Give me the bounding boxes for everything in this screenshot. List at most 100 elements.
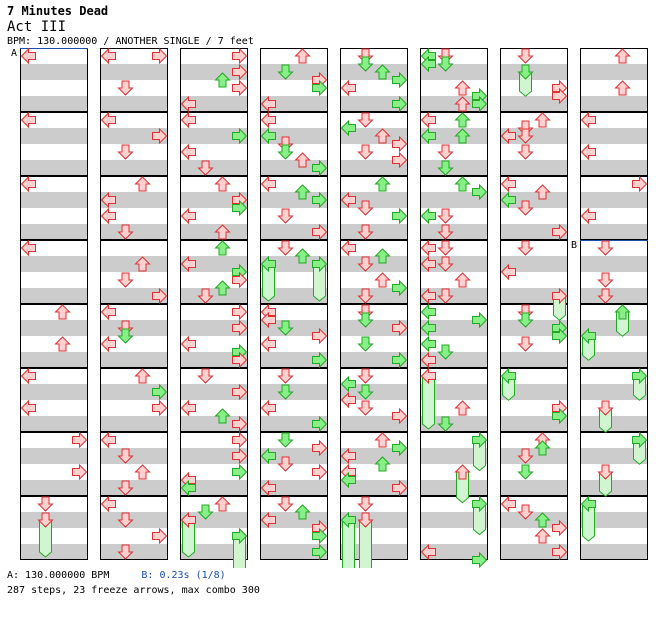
step-arrow-up (134, 256, 151, 272)
step-arrow-up (534, 184, 551, 200)
beat-band (580, 400, 648, 416)
measure-frame (20, 432, 88, 496)
beat-band (500, 464, 568, 480)
measure-frame (100, 496, 168, 560)
step-arrow-down (597, 272, 614, 288)
beat-band (260, 384, 328, 400)
beat-band (340, 160, 408, 176)
beat-band (20, 304, 88, 320)
step-arrow-right (232, 447, 248, 465)
step-arrow-down (357, 200, 374, 216)
step-arrow-right (312, 351, 328, 369)
beat-band (500, 208, 568, 224)
step-arrow-right (232, 319, 248, 337)
step-arrow-left (420, 303, 436, 321)
beat-band (340, 496, 408, 512)
measure-frame (260, 48, 328, 112)
beat-band (340, 128, 408, 144)
beat-band (20, 336, 88, 352)
step-arrow-down (117, 224, 134, 240)
beat-band (580, 112, 648, 128)
measure-frame (580, 48, 648, 112)
beat-band (420, 448, 488, 464)
step-arrow-left (20, 399, 36, 417)
step-arrow-right (152, 47, 168, 65)
step-arrow-up (454, 176, 471, 192)
beat-band (100, 64, 168, 80)
beat-band (340, 464, 408, 480)
beat-band (100, 528, 168, 544)
step-arrow-down (117, 448, 134, 464)
step-arrow-down (597, 240, 614, 256)
beat-band (340, 320, 408, 336)
step-arrow-right (152, 399, 168, 417)
step-arrow-right (552, 327, 568, 345)
measure-frame (100, 112, 168, 176)
beat-band (260, 80, 328, 96)
beat-band (340, 240, 408, 256)
beat-band (580, 128, 648, 144)
beat-band (100, 368, 168, 384)
beat-band (20, 528, 88, 544)
beat-band (260, 544, 328, 560)
beat-band (500, 256, 568, 272)
step-arrow-down (437, 416, 454, 432)
beat-band (420, 96, 488, 112)
beat-band (580, 64, 648, 80)
step-arrow-right (312, 223, 328, 241)
stop-label: B: 0.23s (1/8) (141, 570, 226, 581)
beat-band (420, 496, 488, 512)
chart-title: 7 Minutes Dead (7, 4, 109, 18)
beat-band (580, 256, 648, 272)
measure-frame (420, 304, 488, 368)
step-arrow-down (437, 56, 454, 72)
step-arrow-right (472, 311, 488, 329)
step-arrow-down (517, 48, 534, 64)
beat-band (100, 192, 168, 208)
step-arrow-left (420, 239, 436, 257)
beat-band (340, 336, 408, 352)
step-arrow-right (392, 207, 408, 225)
step-arrow-right (552, 543, 568, 561)
beat-band (420, 80, 488, 96)
step-arrow-left (420, 319, 436, 337)
beat-band (260, 160, 328, 176)
measure-frame (580, 368, 648, 432)
beat-band (340, 48, 408, 64)
beat-band (180, 544, 248, 560)
step-arrow-right (472, 495, 488, 513)
step-arrow-right (472, 431, 488, 449)
beat-band (260, 272, 328, 288)
beat-band (260, 528, 328, 544)
beat-band (340, 400, 408, 416)
step-arrow-left (100, 431, 116, 449)
beat-band (20, 112, 88, 128)
beat-band (420, 144, 488, 160)
step-arrow-left (580, 111, 596, 129)
beat-band (180, 320, 248, 336)
beat-band (580, 96, 648, 112)
step-arrow-up (214, 240, 231, 256)
step-arrow-right (392, 479, 408, 497)
beat-band (260, 240, 328, 256)
beat-band (500, 64, 568, 80)
chart-column (420, 48, 488, 560)
step-arrow-down (357, 400, 374, 416)
step-arrow-right (392, 319, 408, 337)
step-arrow-right (152, 527, 168, 545)
measure-frame (500, 432, 568, 496)
chart-column (580, 48, 648, 560)
step-arrow-down (357, 512, 374, 528)
beat-band (100, 512, 168, 528)
beat-band (580, 336, 648, 352)
step-arrow-down (277, 144, 294, 160)
measure-frame (580, 432, 648, 496)
beat-band (260, 400, 328, 416)
beat-band (420, 400, 488, 416)
beat-band (580, 160, 648, 176)
step-arrow-left (580, 327, 596, 345)
step-arrow-down (517, 144, 534, 160)
beat-band (260, 176, 328, 192)
step-arrow-down (277, 368, 294, 384)
step-arrow-left (260, 311, 276, 329)
